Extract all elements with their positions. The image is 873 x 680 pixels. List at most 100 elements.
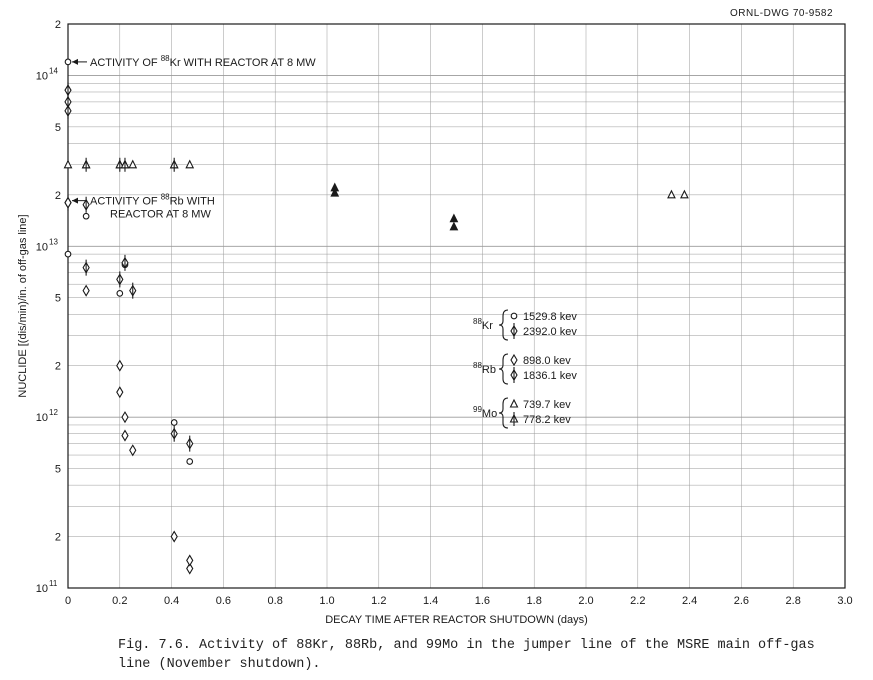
legend-entry-label: 2392.0 kev [523, 326, 577, 338]
marker-circle [82, 212, 90, 220]
marker-triangle-bar [115, 157, 125, 172]
legend-brace [498, 309, 509, 341]
legend-brace [498, 353, 509, 385]
marker-triangle-bar [120, 157, 130, 172]
legend: 88Kr 1529.8 kev 2392.0 kev 88Rb 898.0 kev 183… [473, 309, 577, 429]
marker-diamond [64, 196, 72, 209]
marker-diamond [121, 429, 129, 442]
data-markers [63, 58, 689, 575]
marker-triangle [185, 159, 195, 169]
x-tick-label: 3.0 [837, 595, 852, 607]
y-tick-label: 2 [55, 361, 61, 373]
marker-diamond-bar [510, 367, 518, 383]
x-tick-label: 0.2 [112, 595, 127, 607]
annotation-text-line2: REACTOR AT 8 MW [110, 209, 211, 221]
legend-brace [498, 397, 509, 429]
x-tick-label: 0.6 [216, 595, 231, 607]
legend-nuclide: 99Mo [473, 405, 497, 420]
marker-triangle [509, 398, 519, 408]
y-tick-label: 5 [55, 293, 61, 305]
y-tick-label: 10 [36, 70, 48, 82]
y-axis-label: NUCLIDE [(dis/min)/in. of off-gas line] [17, 214, 29, 397]
marker-diamond [116, 359, 124, 372]
marker-diamond-bar [82, 196, 90, 213]
marker-triangle [128, 159, 138, 169]
x-tick-label: 2.0 [578, 595, 593, 607]
chart: ORNL-DWG 70-9582 0 0.2 0.4 0.6 0.8 1.0 1.2 1.4 1… [17, 8, 853, 626]
y-tick-label: 5 [55, 122, 61, 134]
y-tick-label: 2 [55, 19, 61, 31]
y-tick-exponent: 14 [49, 66, 58, 75]
y-tick-label: 2 [55, 532, 61, 544]
x-tick-label: 1.4 [423, 595, 438, 607]
x-tick-label: 2.2 [630, 595, 645, 607]
x-tick-label: 0.8 [268, 595, 283, 607]
marker-triangle-bar [509, 412, 519, 426]
marker-diamond-bar [64, 102, 72, 119]
annotation-text: ACTIVITY OF 88Kr WITH REACTOR AT 8 MW [90, 54, 316, 69]
marker-diamond [170, 530, 178, 543]
marker-diamond-bar [510, 323, 518, 339]
x-tick-label: 1.2 [371, 595, 386, 607]
plot-frame [67, 23, 846, 589]
x-tick-label: 0 [65, 595, 71, 607]
marker-diamond-bar [116, 271, 124, 288]
annotation-arrowhead [72, 58, 78, 65]
y-tick-label: 2 [55, 190, 61, 202]
annotation-text: ACTIVITY OF 88Rb WITH [90, 193, 215, 208]
y-tick-label: 10 [36, 241, 48, 253]
x-tick-label: 0.4 [164, 595, 179, 607]
marker-triangle-filled [330, 187, 340, 197]
legend-nuclide: 88Rb [473, 361, 496, 376]
caption-prefix: Fig. 7.6. [118, 638, 191, 653]
marker-triangle [667, 189, 676, 199]
annotation-arrowhead [72, 197, 78, 204]
marker-diamond [186, 554, 194, 567]
marker-triangle [63, 159, 73, 169]
legend-entry-label: 778.2 kev [523, 414, 571, 426]
figure-caption: Fig. 7.6. Activity of 88Kr, 88Rb, and 99… [118, 636, 818, 674]
x-axis-label: DECAY TIME AFTER REACTOR SHUTDOWN (days) [325, 614, 588, 626]
annotations: ACTIVITY OF 88Kr WITH REACTOR AT 8 MW ACT… [72, 54, 316, 221]
marker-diamond-bar [121, 254, 129, 271]
marker-circle [64, 250, 72, 258]
axis-ticks: 0 0.2 0.4 0.6 0.8 1.0 1.2 1.4 1.6 1.8 2.0 2.2 2.4 2.6… [36, 19, 853, 607]
x-tick-label: 2.8 [786, 595, 801, 607]
legend-entry-label: 739.7 kev [523, 399, 571, 411]
legend-entry-label: 898.0 kev [523, 355, 571, 367]
marker-diamond [186, 562, 194, 575]
y-tick-exponent: 12 [49, 408, 58, 417]
marker-diamond [121, 411, 129, 424]
caption-text: Activity of 88Kr, 88Rb, and 99Mo in the … [118, 638, 815, 672]
marker-circle [510, 312, 518, 320]
marker-triangle-bar [169, 157, 179, 172]
marker-triangle-filled [449, 213, 459, 223]
y-tick-label: 10 [36, 412, 48, 424]
marker-diamond [510, 353, 518, 367]
marker-circle [116, 290, 124, 297]
marker-circle [186, 458, 194, 465]
y-tick-exponent: 11 [49, 579, 58, 588]
marker-diamond [82, 284, 90, 297]
x-tick-label: 2.4 [682, 595, 697, 607]
y-tick-label: 10 [36, 583, 48, 595]
marker-triangle-filled [449, 221, 459, 231]
y-tick-exponent: 13 [49, 237, 58, 246]
marker-diamond-bar [82, 259, 90, 276]
drawing-id: ORNL-DWG 70-9582 [730, 8, 833, 19]
x-tick-label: 2.6 [734, 595, 749, 607]
x-tick-label: 1.0 [319, 595, 334, 607]
marker-triangle-bar [81, 157, 91, 172]
marker-diamond-bar [170, 425, 178, 442]
x-tick-label: 1.6 [475, 595, 490, 607]
marker-diamond-bar [186, 435, 194, 452]
marker-circle [64, 58, 72, 66]
y-tick-label: 5 [55, 464, 61, 476]
marker-diamond [116, 386, 124, 399]
marker-diamond [129, 444, 137, 457]
legend-entry-label: 1529.8 kev [523, 311, 577, 323]
marker-triangle [680, 189, 689, 199]
legend-nuclide: 88Kr [473, 317, 493, 332]
legend-entry-label: 1836.1 kev [523, 370, 577, 382]
marker-diamond-bar [129, 282, 137, 299]
